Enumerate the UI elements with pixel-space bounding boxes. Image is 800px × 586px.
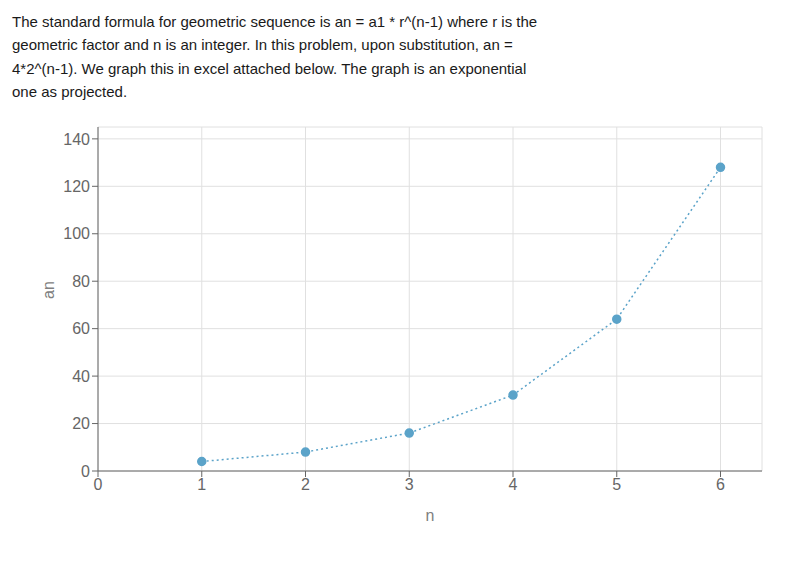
svg-text:140: 140 — [63, 131, 90, 148]
svg-text:0: 0 — [94, 476, 103, 493]
svg-text:120: 120 — [63, 178, 90, 195]
svg-text:20: 20 — [72, 415, 90, 432]
svg-text:1: 1 — [197, 476, 206, 493]
html-text:4*2^(n-1). We graph this in ex: 4*2^(n-1). We graph this in excel attach… — [12, 59, 527, 77]
svg-text:40: 40 — [72, 368, 90, 385]
html-text:geometric factor and n is an i: geometric factor and n is an integer. In… — [12, 36, 513, 54]
html-text:one as projected.: one as projected. — [12, 82, 128, 100]
svg-text:an: an — [40, 281, 57, 299]
svg-text:80: 80 — [72, 273, 90, 290]
svg-text:n: n — [426, 507, 435, 524]
svg-text:0: 0 — [81, 463, 90, 480]
svg-text:6: 6 — [716, 476, 725, 493]
svg-text:4: 4 — [509, 476, 518, 493]
svg-text:2: 2 — [301, 476, 310, 493]
svg-text:5: 5 — [612, 476, 621, 493]
html-text:The standard formula for geome: The standard formula for geometric seque… — [12, 13, 538, 30]
svg-text:60: 60 — [72, 320, 90, 337]
svg-text:100: 100 — [63, 225, 90, 242]
svg-text:3: 3 — [405, 476, 414, 493]
